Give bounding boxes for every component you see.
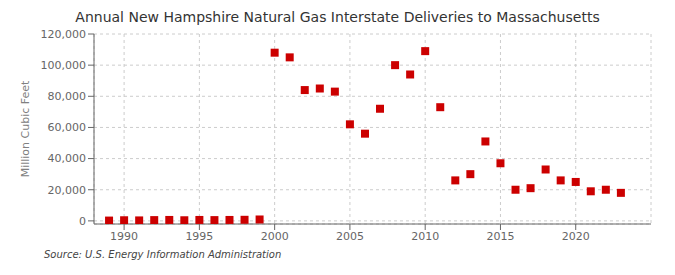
svg-text:2000: 2000 <box>261 230 289 243</box>
svg-text:20,000: 20,000 <box>48 184 87 197</box>
svg-text:2005: 2005 <box>336 230 364 243</box>
svg-text:1995: 1995 <box>185 230 213 243</box>
svg-text:40,000: 40,000 <box>48 152 87 165</box>
html-text:Annual New Hampshire Natural G: Annual New Hampshire Natural Gas Interst… <box>75 9 600 25</box>
svg-text:1990: 1990 <box>110 230 138 243</box>
svg-text:2020: 2020 <box>562 230 590 243</box>
html-text:Source: U.S. Energy Informatio: Source: U.S. Energy Information Administ… <box>44 249 282 260</box>
svg-text:2015: 2015 <box>486 230 514 243</box>
svg-text:120,000: 120,000 <box>41 28 87 41</box>
svg-text:80,000: 80,000 <box>48 90 87 103</box>
svg-text:100,000: 100,000 <box>41 59 87 72</box>
svg-text:2010: 2010 <box>411 230 439 243</box>
svg-text:Million Cubic Feet: Million Cubic Feet <box>19 80 32 177</box>
svg-text:60,000: 60,000 <box>48 121 87 134</box>
svg-text:0: 0 <box>79 215 86 228</box>
